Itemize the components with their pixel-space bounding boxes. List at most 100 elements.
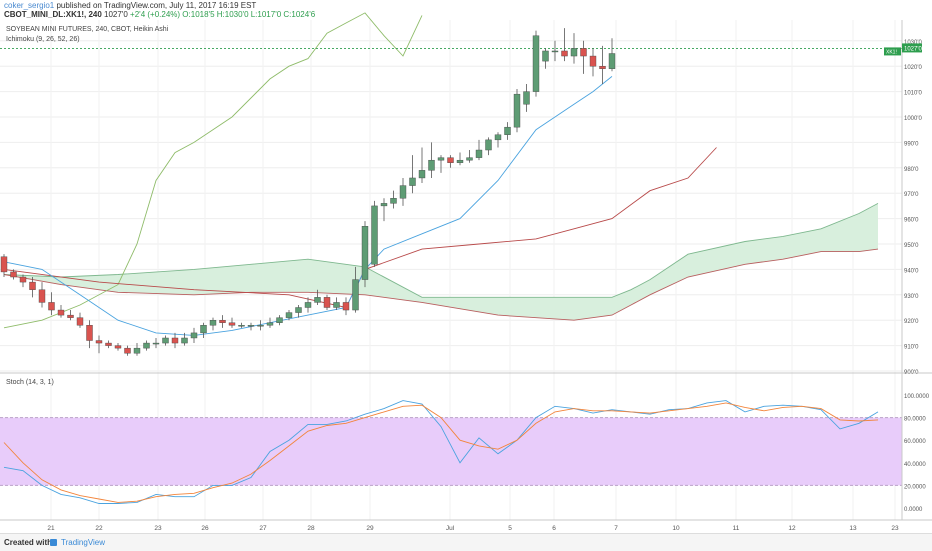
candle-body — [551, 50, 559, 53]
candle-body — [143, 342, 150, 349]
cloud-segment — [745, 236, 783, 265]
candle-series — [0, 28, 616, 356]
candle-body — [295, 307, 302, 313]
candle-body — [10, 271, 17, 278]
candle-body — [352, 279, 359, 311]
candle-body — [219, 320, 226, 323]
price-tick-label: 1000'0 — [904, 116, 922, 122]
candle-body — [494, 134, 502, 141]
candle-body — [390, 198, 397, 204]
candle-body — [513, 93, 521, 128]
stoch-tick-label: 0.0000 — [904, 507, 923, 513]
candle-body — [570, 48, 578, 57]
candle-body — [608, 53, 616, 69]
time-tick-label: 10 — [672, 525, 680, 532]
price-axes: 900'0910'0920'0930'0940'0950'0960'0970'0… — [0, 20, 932, 532]
candle-body — [57, 309, 65, 316]
candle-body — [475, 149, 483, 158]
candle-body — [124, 347, 131, 354]
time-tick-label: 23 — [891, 525, 899, 532]
candle-body — [38, 289, 46, 303]
chart-title: SOYBEAN MINI FUTURES, 240, CBOT, Heikin … — [6, 26, 169, 33]
candle-body — [437, 157, 445, 161]
indicator-title: Ichimoku (9, 26, 52, 26) — [6, 36, 80, 43]
candle-body — [323, 297, 331, 308]
time-tick-label: 11 — [733, 525, 740, 532]
price-tick-label: 1020'0 — [904, 65, 922, 71]
time-tick-label: 28 — [307, 525, 315, 532]
tradingview-logo-icon — [50, 539, 57, 546]
candle-body — [333, 302, 340, 308]
cloud-segment — [498, 297, 574, 321]
footer-bar: Created with TradingView — [0, 533, 932, 551]
stoch-tick-label: 60.0000 — [904, 439, 926, 445]
price-tick-label: 990'0 — [904, 141, 919, 147]
price-tick-label: 920'0 — [904, 319, 919, 325]
cloud-segment — [118, 269, 194, 295]
price-tick-label: 960'0 — [904, 218, 919, 224]
candle-body — [190, 332, 198, 339]
cloud-segment — [688, 241, 745, 278]
stoch-tick-label: 80.0000 — [904, 417, 926, 423]
candle-body — [504, 126, 511, 135]
candle-body — [380, 203, 388, 207]
time-tick-label: 23 — [154, 525, 162, 532]
candle-body — [532, 35, 540, 92]
candle-body — [428, 159, 435, 171]
candle-body — [105, 342, 112, 346]
candle-body — [171, 337, 179, 344]
cloud-segment — [612, 289, 631, 316]
candle-body — [599, 65, 606, 69]
time-tick-label: 5 — [508, 525, 512, 532]
time-tick-label: 13 — [849, 525, 857, 532]
candle-body — [162, 337, 169, 344]
symbol-tag — [884, 47, 901, 56]
published-text: published on TradingView.com, July 11, 2… — [56, 1, 257, 10]
candle-body — [485, 139, 492, 151]
candle-body — [456, 159, 464, 163]
candle-body — [152, 342, 160, 345]
candle-body — [29, 281, 36, 290]
price-tick-label: 1030'0 — [904, 40, 922, 46]
candle-body — [0, 256, 8, 273]
price-tick-label: 910'0 — [904, 345, 919, 351]
candle-body — [466, 157, 473, 161]
candle-body — [114, 345, 122, 349]
candle-body — [19, 276, 27, 283]
candle-body — [447, 157, 454, 163]
ichimoku-cloud — [3, 203, 879, 321]
cloud-segment — [308, 259, 365, 295]
candle-body — [314, 297, 321, 303]
stoch-band — [0, 417, 902, 486]
candle-body — [238, 325, 245, 327]
candle-body — [276, 317, 283, 323]
stoch-tick-label: 100.0000 — [904, 394, 930, 400]
candle-body — [266, 322, 274, 326]
author-link[interactable]: coker_sergio1 — [4, 1, 55, 10]
symbol-label: CBOT_MINI_DL:XK1!, 240 — [4, 10, 102, 19]
candle-body — [257, 325, 264, 327]
time-tick-label: 29 — [366, 525, 374, 532]
change-value: +2'4 (+0.24%) — [130, 10, 181, 19]
price-tick-label: 980'0 — [904, 167, 919, 173]
candle-body — [247, 325, 255, 327]
candle-body — [371, 205, 378, 265]
price-tick-label: 950'0 — [904, 243, 919, 249]
candle-body — [409, 177, 416, 186]
chart-canvas[interactable]: 900'0910'0920'0930'0940'0950'0960'0970'0… — [0, 0, 932, 533]
cloud-segment — [783, 228, 821, 260]
cloud-segment — [821, 213, 859, 252]
candle-body — [523, 91, 530, 105]
cloud-segment — [194, 264, 251, 295]
price-tick-label: 940'0 — [904, 268, 919, 274]
candle-body — [589, 55, 597, 67]
tradingview-link[interactable]: TradingView — [61, 538, 106, 547]
candle-body — [542, 50, 549, 62]
cloud-segment — [650, 254, 688, 295]
kijun-line — [3, 147, 717, 309]
cloud-segment — [365, 266, 422, 303]
candle-body — [86, 325, 93, 341]
candle-body — [209, 320, 217, 326]
candle-body — [285, 312, 293, 318]
candle-body — [200, 325, 207, 334]
